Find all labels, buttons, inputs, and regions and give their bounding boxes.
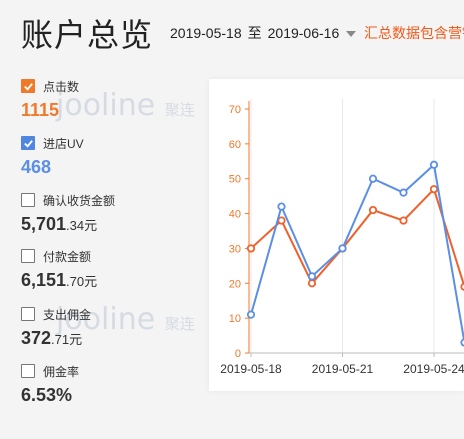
data-point bbox=[246, 244, 256, 253]
x-tick-label: 2019-05-24 bbox=[403, 362, 464, 376]
metric-commission-paid: 支出佣金 372.71元 bbox=[21, 305, 91, 349]
metric-visit-uv: 进店UV 468 bbox=[21, 134, 84, 178]
chevron-down-icon[interactable] bbox=[346, 31, 357, 37]
date-start: 2019-05-18 bbox=[170, 25, 242, 41]
y-tick-label: 20 bbox=[229, 278, 241, 290]
checkbox-confirmed-amount[interactable] bbox=[21, 193, 35, 207]
date-separator: 至 bbox=[247, 25, 262, 41]
series-line-1 bbox=[250, 162, 464, 343]
check-icon bbox=[23, 139, 33, 148]
data-point bbox=[307, 279, 317, 288]
watermark-cn: 聚连 bbox=[164, 315, 195, 333]
summary-notice: 汇总数据包含营销 bbox=[364, 25, 464, 41]
metric-value-decimal: .34元 bbox=[66, 218, 98, 233]
metric-value: 6,151.70元 bbox=[21, 270, 97, 291]
line-chart: 0 10 20 30 40 50 60 70 2019-05-18 2019-05-21 2019-… bbox=[220, 99, 464, 376]
data-point bbox=[460, 282, 464, 291]
data-point bbox=[399, 188, 408, 197]
data-point bbox=[277, 216, 286, 225]
metric-label: 确认收货金额 bbox=[43, 193, 116, 208]
metric-value-main: 6.53% bbox=[21, 385, 73, 405]
date-range-picker[interactable]: 2019-05-18 至 2019-06-16 bbox=[170, 23, 357, 43]
y-tick-label: 60 bbox=[229, 139, 241, 151]
metric-value-main: 1115 bbox=[21, 100, 60, 120]
y-tick-label: 0 bbox=[235, 348, 241, 360]
metric-commission-rate: 佣金率 6.53% bbox=[21, 362, 79, 406]
checkbox-commission-paid[interactable] bbox=[21, 307, 35, 321]
data-point bbox=[246, 310, 256, 319]
data-point bbox=[307, 272, 317, 281]
data-point bbox=[277, 202, 286, 211]
watermark-cn: 聚连 bbox=[164, 101, 195, 119]
data-point bbox=[429, 185, 439, 194]
watermark-text: jooline bbox=[56, 88, 156, 123]
y-tick-label: 10 bbox=[229, 313, 241, 325]
data-point bbox=[460, 338, 464, 347]
watermark-logo: jooline 聚连 bbox=[56, 88, 195, 123]
metric-value-main: 6,151 bbox=[21, 270, 67, 290]
metric-label: 支出佣金 bbox=[43, 307, 92, 322]
watermark-logo: jooline 聚连 bbox=[56, 302, 195, 337]
metric-label: 进店UV bbox=[43, 136, 84, 151]
metric-label: 点击数 bbox=[43, 79, 80, 94]
checkbox-payment-amount[interactable] bbox=[21, 249, 35, 263]
data-point bbox=[368, 205, 378, 215]
page-title: 账户总览 bbox=[21, 17, 154, 53]
trend-chart-card: 0 10 20 30 40 50 60 70 2019-05-18 2019-05-21 2019-… bbox=[209, 79, 464, 391]
x-tick-label: 2019-05-18 bbox=[220, 362, 282, 376]
metric-payment-amount: 付款金额 6,151.70元 bbox=[21, 247, 97, 291]
x-tick-label: 2019-05-21 bbox=[312, 362, 374, 376]
metric-value: 468 bbox=[21, 157, 84, 178]
metric-label: 佣金率 bbox=[43, 364, 80, 379]
metric-confirmed-amount: 确认收货金额 5,701.34元 bbox=[21, 191, 115, 235]
y-tick-label: 30 bbox=[229, 243, 241, 255]
metric-value: 5,701.34元 bbox=[21, 214, 115, 235]
metric-value-decimal: .70元 bbox=[66, 274, 98, 289]
metric-label: 付款金额 bbox=[43, 249, 92, 264]
data-point bbox=[429, 160, 439, 169]
checkbox-clicks[interactable] bbox=[21, 79, 35, 93]
metric-value: 1115 bbox=[21, 100, 79, 121]
watermark-text: jooline bbox=[56, 302, 156, 337]
y-tick-label: 40 bbox=[229, 209, 241, 221]
metric-value-decimal: .71元 bbox=[51, 332, 83, 347]
series-line-0 bbox=[250, 187, 464, 288]
check-icon bbox=[23, 82, 33, 91]
metric-clicks: 点击数 1115 bbox=[21, 77, 79, 121]
y-tick-label: 50 bbox=[229, 174, 241, 186]
metric-value-main: 372 bbox=[21, 328, 52, 348]
date-end: 2019-06-16 bbox=[267, 25, 340, 41]
checkbox-commission-rate[interactable] bbox=[21, 364, 35, 378]
metric-value: 6.53% bbox=[21, 385, 79, 406]
data-point bbox=[368, 174, 378, 183]
metric-value: 372.71元 bbox=[21, 328, 91, 349]
y-tick-label: 70 bbox=[229, 104, 241, 116]
data-point bbox=[399, 216, 408, 225]
metric-value-main: 5,701 bbox=[21, 214, 67, 234]
metric-value-main: 468 bbox=[21, 157, 52, 177]
checkbox-visit-uv[interactable] bbox=[21, 136, 35, 150]
data-point bbox=[338, 244, 347, 253]
